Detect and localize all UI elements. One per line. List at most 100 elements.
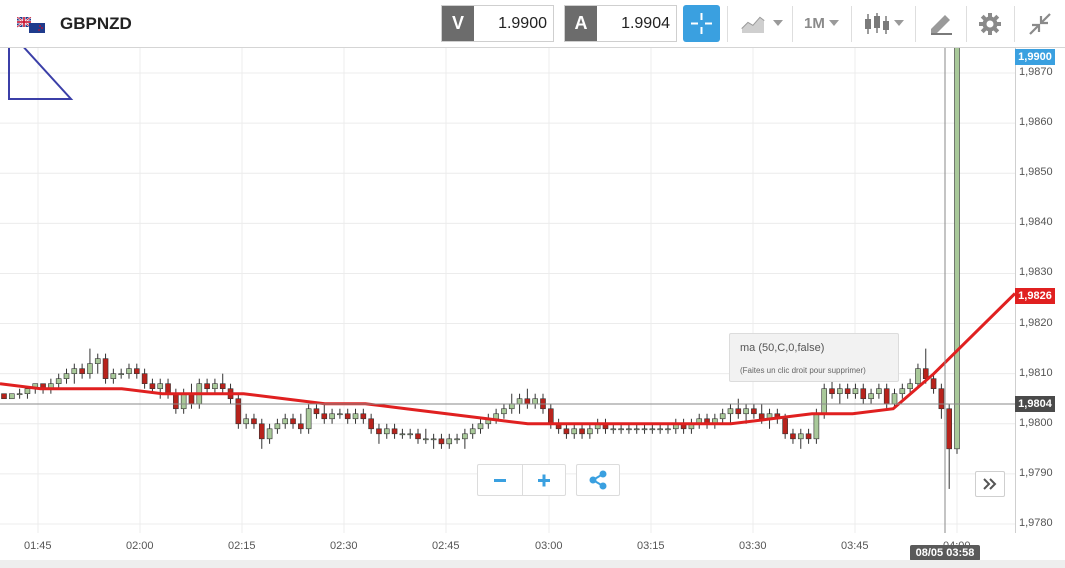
settings-button[interactable] — [973, 5, 1007, 42]
candle-body — [665, 428, 671, 431]
candle-body — [719, 413, 726, 420]
zoom-out-button[interactable] — [478, 465, 523, 495]
candle-body — [71, 368, 78, 374]
collapse-button[interactable] — [1022, 5, 1058, 42]
candle-body — [344, 413, 351, 420]
candle-body — [219, 383, 226, 390]
gbp-nzd-flag-icon — [17, 17, 45, 33]
candle-body — [157, 383, 164, 390]
candle-body — [633, 428, 640, 431]
price-tick-label: 1,9800 — [1019, 416, 1053, 429]
buy-tag: A — [565, 6, 597, 41]
candle-body — [579, 428, 585, 435]
candle-body — [94, 358, 101, 364]
share-button[interactable] — [576, 464, 620, 496]
candle-body — [813, 413, 820, 440]
bottom-scrollbar[interactable] — [0, 560, 1065, 568]
candle-body — [258, 423, 265, 440]
candle-body — [727, 408, 734, 415]
drawing-tools-button[interactable] — [923, 5, 959, 42]
moving-average-line — [0, 292, 1015, 426]
gear-icon — [979, 13, 1001, 35]
candle-body — [438, 438, 445, 445]
candle-body — [587, 428, 593, 435]
candle-body — [24, 388, 31, 395]
share-icon — [589, 470, 607, 490]
candle-body — [954, 48, 960, 450]
candle-body — [118, 373, 124, 375]
candle-body — [501, 408, 507, 415]
candle-body — [188, 393, 195, 405]
buy-quote-button[interactable]: A 1.9904 — [564, 5, 677, 42]
time-tick-label: 03:00 — [535, 540, 563, 552]
candle-body — [454, 438, 460, 441]
candle-body — [173, 393, 179, 410]
candle-body — [305, 408, 312, 430]
candle-body — [571, 428, 578, 435]
price-chart[interactable] — [0, 48, 1015, 533]
candle-body — [524, 398, 531, 405]
candle-body — [930, 378, 937, 389]
candle-body — [407, 433, 413, 436]
time-tick-label: 03:45 — [841, 540, 869, 552]
candle-body — [844, 388, 851, 395]
scroll-to-latest-button[interactable] — [975, 471, 1005, 497]
candle-body — [649, 428, 656, 431]
candle-body — [735, 408, 742, 415]
toolbar-separator — [792, 6, 793, 42]
ma-price-badge: 1,9826 — [1015, 288, 1055, 304]
timeframe-button[interactable]: 1M — [800, 5, 844, 42]
candle-body — [477, 423, 484, 430]
candle-body — [469, 428, 476, 435]
sell-price: 1.9900 — [498, 15, 547, 32]
sell-quote-button[interactable]: V 1.9900 — [441, 5, 554, 42]
price-tick-label: 1,9840 — [1019, 216, 1053, 229]
candle-body — [446, 438, 453, 445]
chevron-down-icon — [773, 20, 783, 26]
chevron-down-icon — [829, 20, 839, 26]
plus-icon — [538, 474, 550, 487]
candle-body — [423, 438, 429, 441]
candle-body — [126, 368, 132, 374]
price-tick-label: 1,9870 — [1019, 66, 1053, 78]
price-tick-label: 1,9830 — [1019, 266, 1053, 279]
time-tick-label: 02:00 — [126, 540, 154, 552]
candle-body — [133, 368, 140, 374]
price-tick-label: 1,9780 — [1019, 517, 1053, 529]
candle-style-button[interactable] — [859, 5, 909, 42]
candle-body — [610, 428, 617, 431]
symbol-name[interactable]: GBPNZD — [60, 14, 132, 33]
timeframe-label: 1M — [804, 15, 825, 32]
candle-body — [212, 383, 218, 390]
candle-body — [548, 408, 554, 425]
candle-body — [313, 408, 320, 415]
candle-body — [751, 408, 757, 415]
candle-body — [243, 418, 249, 425]
candlestick-icon — [865, 13, 889, 34]
indicator-tooltip-title: ma (50,C,0,false) — [740, 342, 825, 354]
candle-body — [641, 428, 648, 431]
candle-body — [87, 363, 93, 374]
candle-body — [235, 398, 242, 425]
candle-body — [462, 433, 468, 440]
candle-body — [204, 383, 210, 390]
candle-body — [938, 388, 945, 410]
crosshair-button[interactable] — [683, 5, 720, 42]
chart-type-button[interactable] — [735, 5, 787, 42]
candle-body — [899, 388, 906, 395]
candle-body — [852, 388, 859, 395]
candle-body — [946, 408, 952, 450]
zoom-in-button[interactable] — [522, 465, 566, 495]
candle-body — [782, 418, 788, 435]
crosshair-time-badge: 08/05 03:58 — [910, 545, 980, 561]
candle-body — [63, 373, 70, 379]
time-tick-label: 01:45 — [24, 540, 52, 552]
minus-icon — [494, 479, 506, 482]
candle-body — [1, 393, 7, 400]
candle-body — [383, 428, 390, 435]
indicator-tooltip[interactable]: ma (50,C,0,false) (Faites un clic droit … — [729, 333, 899, 382]
candle-body — [883, 388, 890, 405]
crosshair-price-badge: 1,9804 — [1015, 396, 1055, 412]
time-tick-label: 02:30 — [330, 540, 358, 552]
candle-body — [860, 388, 867, 400]
